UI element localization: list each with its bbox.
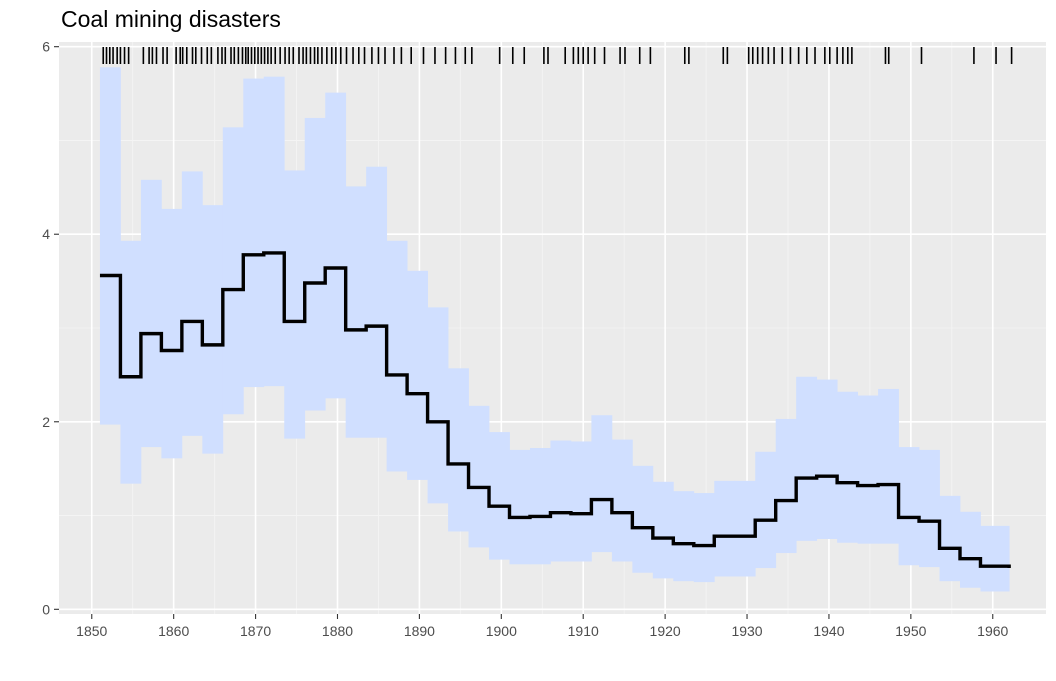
x-tick-label: 1870	[240, 623, 271, 639]
ribbon-segment	[284, 170, 306, 439]
x-tick-label: 1900	[486, 623, 517, 639]
ribbon-segment	[693, 493, 715, 583]
x-tick-label: 1950	[895, 623, 926, 639]
rate-step-line	[99, 251, 1011, 569]
ribbon-segment	[755, 451, 777, 569]
ribbon-segment	[468, 405, 490, 548]
ribbon-segment	[509, 449, 531, 565]
ribbon-segment	[878, 388, 899, 544]
ribbon-segment	[181, 171, 203, 436]
x-tick-label: 1910	[568, 623, 599, 639]
ribbon-segment	[263, 76, 285, 387]
y-tick-label: 6	[42, 39, 50, 55]
ribbon-segment	[202, 205, 224, 454]
ribbon-segment	[120, 240, 142, 484]
ribbon-segment	[489, 432, 510, 560]
ribbon-segment	[304, 117, 326, 411]
ribbon-segment	[980, 525, 1010, 592]
x-axis: 1850 1860 1870 1880 1890 1900 1910 1920 1930 1940…	[76, 614, 1009, 639]
ribbon-segment	[448, 368, 469, 532]
x-tick-label: 1890	[404, 623, 435, 639]
ribbon-segment	[837, 391, 859, 543]
x-tick-label: 1920	[650, 623, 681, 639]
ribbon-segment	[734, 480, 756, 577]
ribbon-segment	[161, 208, 183, 459]
ribbon-segment	[243, 78, 265, 388]
ribbon-segment	[345, 186, 367, 438]
x-tick-label: 1850	[76, 623, 107, 639]
x-tick-label: 1930	[731, 623, 762, 639]
ribbon-segment	[529, 448, 551, 565]
rate-step-line-path	[99, 251, 1011, 569]
x-tick-label: 1860	[158, 623, 189, 639]
ribbon-segment	[816, 379, 838, 539]
event-rug	[102, 47, 1013, 64]
ribbon-segment	[140, 179, 162, 448]
ribbon-segment	[632, 465, 654, 573]
ribbon-segment	[570, 441, 592, 562]
x-tick-label: 1940	[813, 623, 844, 639]
ribbon-segment	[796, 376, 818, 541]
y-axis: 0 2 4 6	[42, 39, 59, 617]
ribbon-segment	[99, 67, 121, 425]
ribbon-segment	[366, 166, 388, 438]
y-tick-label: 0	[42, 601, 50, 617]
ribbon-segment	[919, 449, 940, 568]
x-tick-label: 1880	[322, 623, 353, 639]
x-tick-label: 1960	[977, 623, 1008, 639]
y-tick-label: 4	[42, 226, 50, 242]
ribbon-segment	[222, 127, 244, 415]
ribbon-segment	[652, 481, 674, 579]
ribbon-segment	[550, 440, 572, 562]
chart-title: Coal mining disasters	[61, 6, 281, 32]
ribbon-segment	[386, 240, 408, 472]
ribbon-segment	[591, 415, 613, 553]
ribbon-segment	[939, 495, 961, 582]
y-tick-label: 2	[42, 414, 50, 430]
ribbon-segment	[673, 491, 695, 582]
ribbon-segment	[959, 511, 981, 588]
ribbon-segment	[898, 447, 920, 566]
ribbon-segment	[714, 480, 736, 577]
ribbon-segment	[325, 92, 347, 399]
ribbon-segment	[775, 418, 797, 554]
ribbon-segment	[407, 270, 428, 480]
ribbon-segment	[611, 439, 633, 562]
ribbon-segment	[857, 395, 879, 544]
ribbon-segment	[427, 307, 449, 504]
confidence-ribbon	[99, 67, 1010, 592]
